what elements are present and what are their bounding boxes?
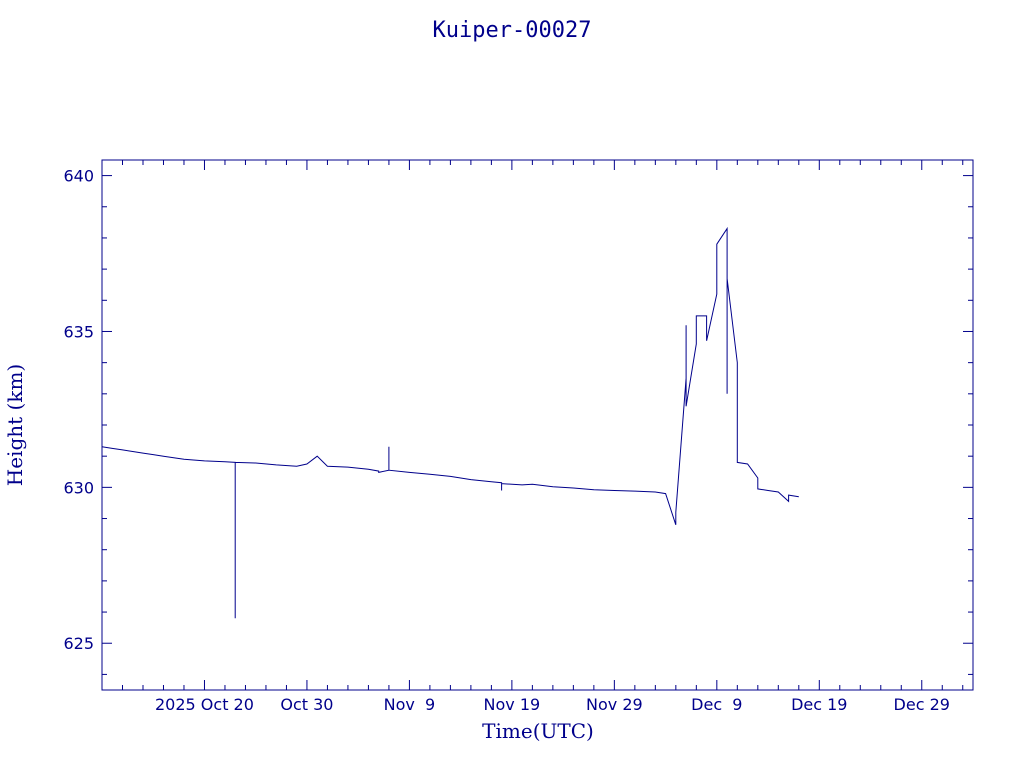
y-axis-ticks <box>102 175 973 675</box>
x-tick-label: Dec 19 <box>791 695 847 714</box>
plot-frame <box>101 159 974 691</box>
x-axis-title: Time(UTC) <box>482 719 594 743</box>
y-tick-label: 625 <box>63 634 94 653</box>
x-axis-tick-labels: 2025 Oct 20 Oct 30 Nov 9 Nov 19 Nov 29 Dec 9 D… <box>155 695 950 714</box>
y-tick-label: 635 <box>63 322 94 341</box>
x-tick-label: Nov 19 <box>484 695 541 714</box>
x-tick-label: Dec 29 <box>894 695 950 714</box>
x-tick-label: Dec 9 <box>691 695 742 714</box>
y-tick-label: 630 <box>63 478 94 497</box>
x-tick-label: 2025 Oct 20 <box>155 695 254 714</box>
x-tick-label: Nov 29 <box>586 695 643 714</box>
y-tick-label: 640 <box>63 167 94 186</box>
chart-title: Kuiper-00027 <box>433 18 592 43</box>
x-axis-ticks <box>101 160 964 690</box>
height-series-line <box>101 226 799 619</box>
x-tick-label: Nov 9 <box>384 695 436 714</box>
x-tick-label: Oct 30 <box>280 695 333 714</box>
y-axis-title: Height (km) <box>3 364 27 486</box>
y-axis-tick-labels: 625 630 635 640 <box>63 167 94 654</box>
